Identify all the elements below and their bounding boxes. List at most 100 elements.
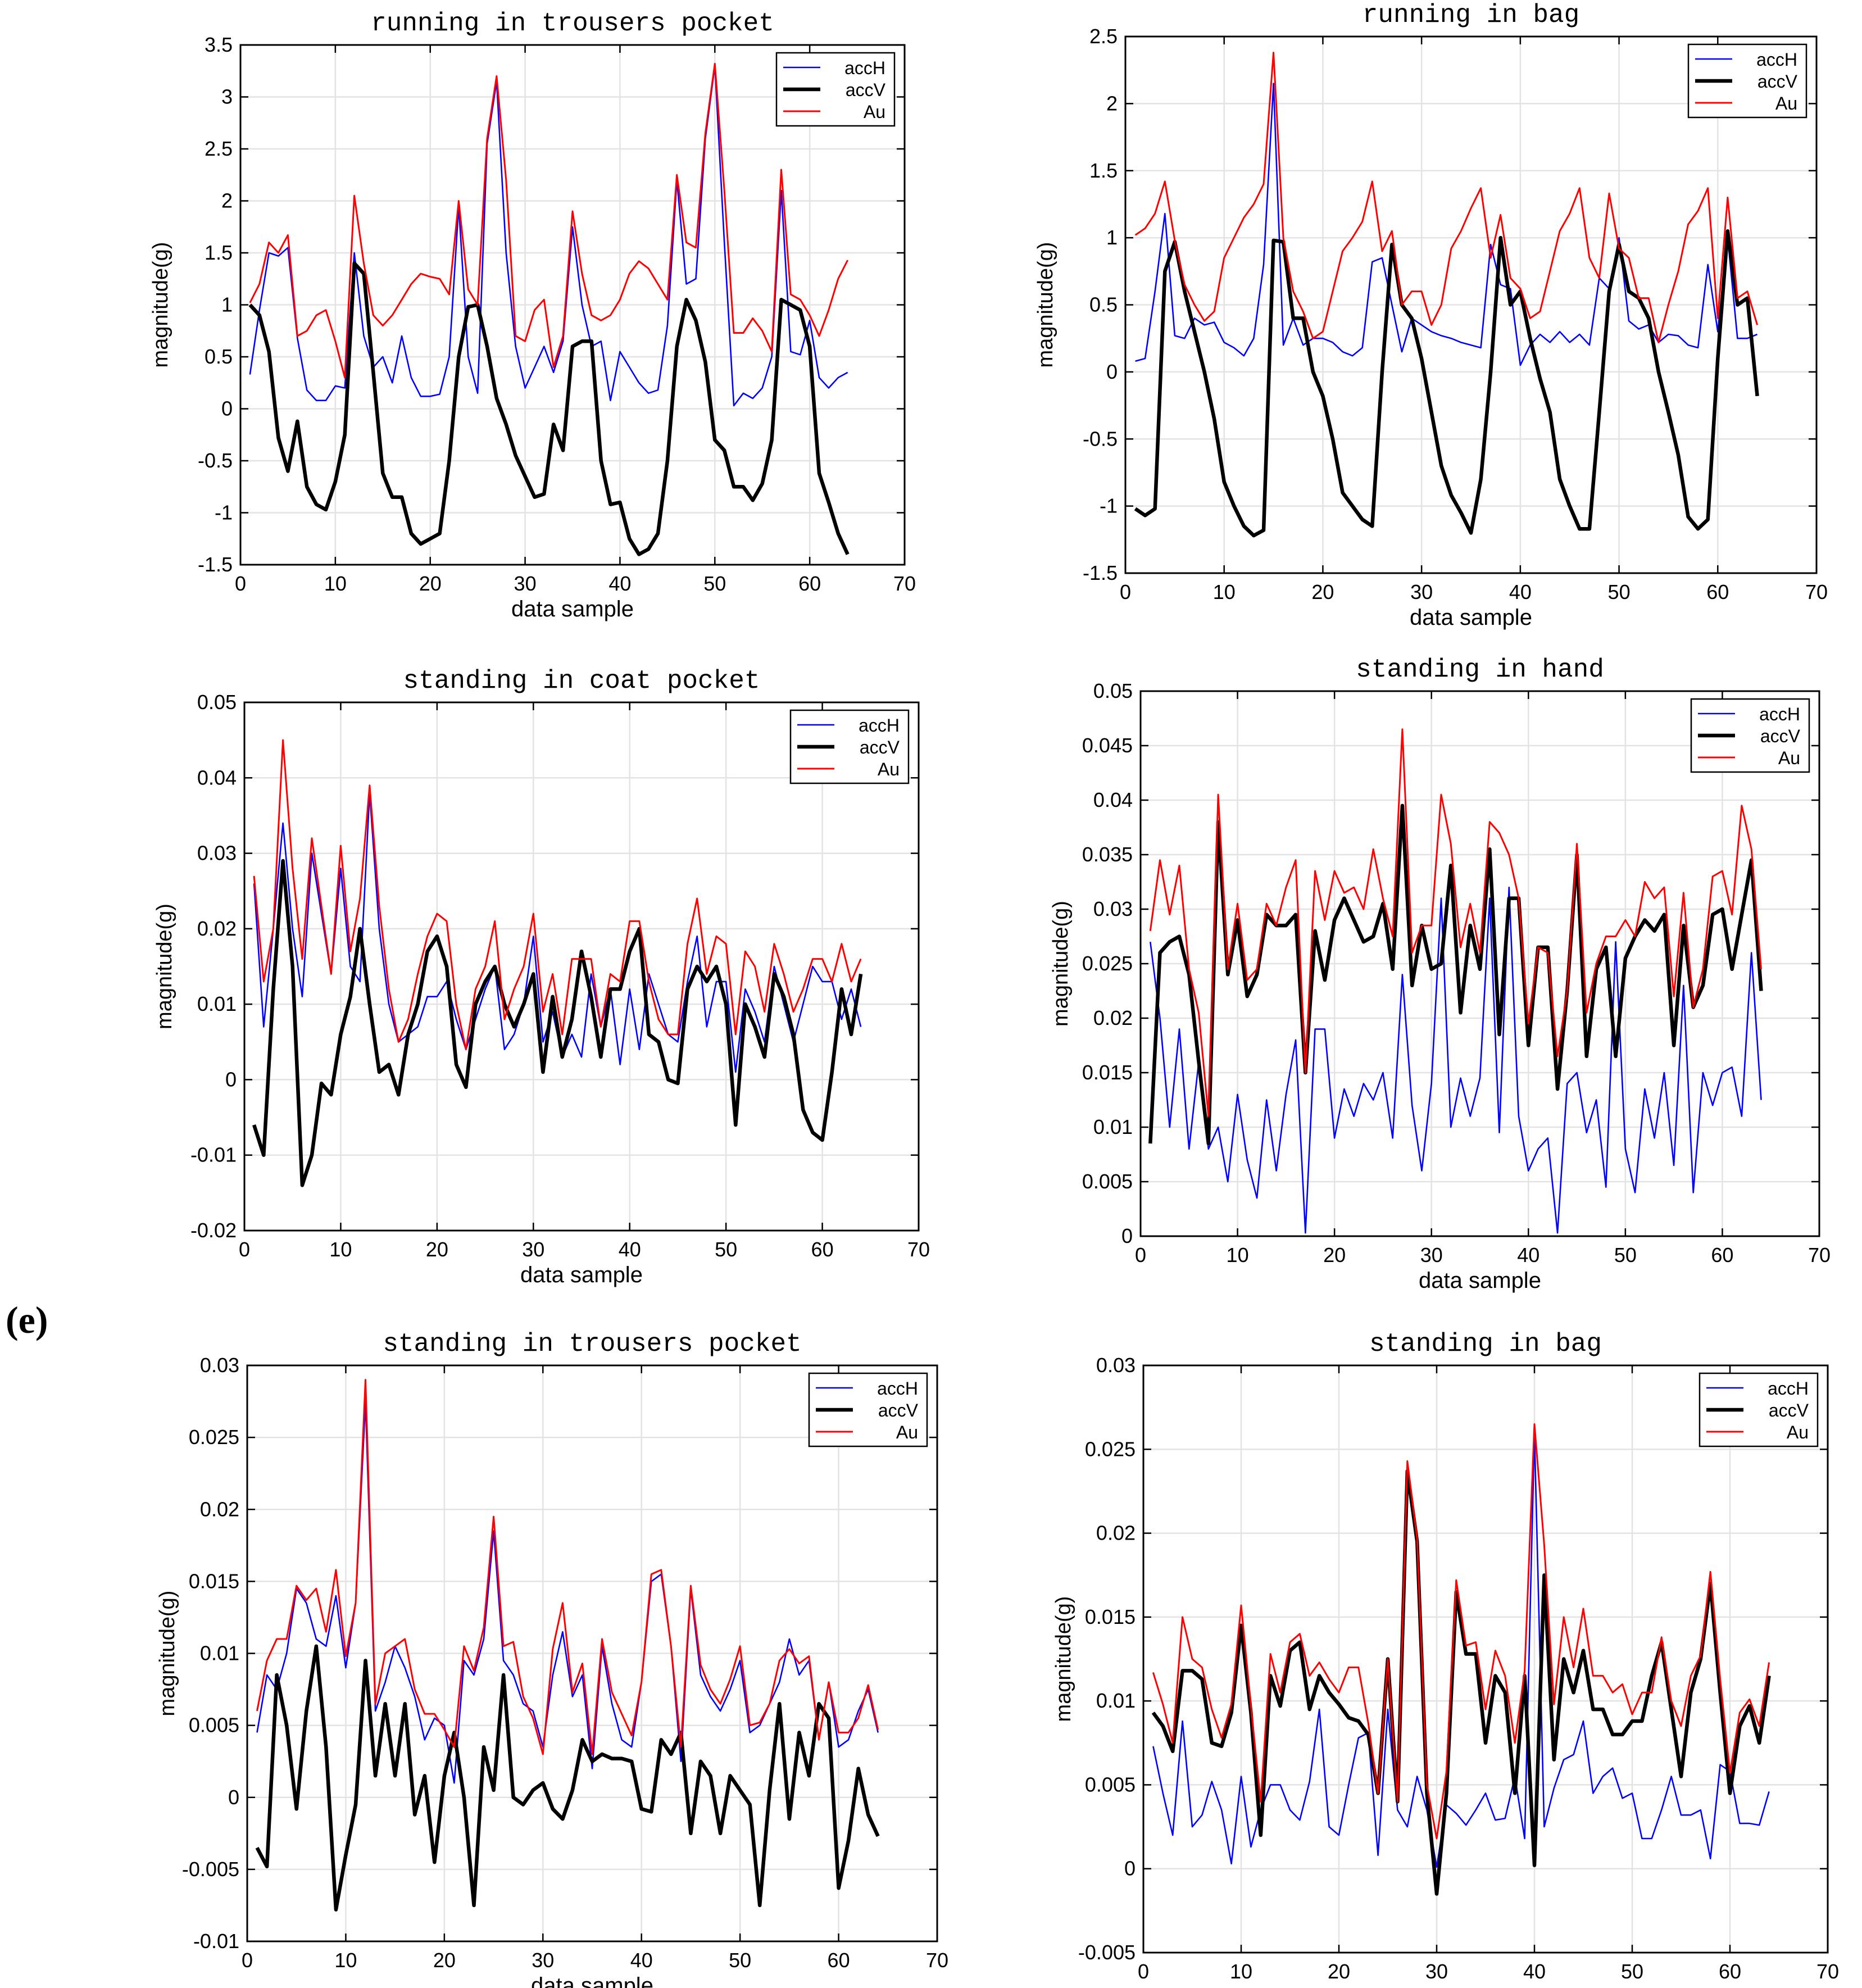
- x-tick-label: 60: [798, 572, 821, 595]
- series-line-accV: [248, 261, 850, 556]
- y-tick-label: 0.045: [1082, 734, 1133, 757]
- series-line-accV: [1151, 1469, 1771, 1896]
- x-tick-label: 0: [239, 1238, 250, 1261]
- x-axis-label: data sample: [520, 1263, 643, 1287]
- series-line-accH: [1135, 83, 1758, 366]
- legend-label-Au: Au: [1775, 93, 1797, 114]
- y-tick-label: -0.5: [198, 449, 233, 472]
- x-tick-label: 40: [619, 1238, 641, 1261]
- x-tick-label: 10: [1213, 580, 1236, 603]
- x-tick-label: 40: [1509, 580, 1532, 603]
- y-tick-label: 0: [228, 1786, 239, 1809]
- series-line-Au: [1134, 52, 1759, 343]
- y-tick-label: -1: [1100, 494, 1118, 518]
- y-tick-label: -0.005: [1078, 1941, 1136, 1964]
- y-tick-label: 0.005: [1082, 1170, 1133, 1193]
- chart-panel-1: 0 10 20 30 40 50 60 70 -1.5 -1 -0.5 0 0.5 1 1.5 2 2.5 dat…: [1034, 1, 1828, 630]
- y-tick-label: 0.01: [1093, 1115, 1133, 1138]
- panel-label: (e): [6, 1299, 48, 1341]
- x-tick-label: 40: [630, 1949, 653, 1972]
- series-line-accH: [1150, 886, 1762, 1234]
- x-tick-label: 20: [433, 1949, 456, 1972]
- legend-label-accV: accV: [1769, 1400, 1809, 1420]
- chart-panel-5: 0 10 20 30 40 50 60 70-0.00500.0050.010.0150.02…: [1052, 1329, 1839, 1988]
- y-tick-label: 0.015: [1082, 1061, 1133, 1084]
- y-tick-label: -0.01: [190, 1143, 237, 1167]
- y-tick-label: 1: [1106, 226, 1118, 249]
- x-tick-label: 60: [811, 1238, 834, 1261]
- legend-label-accH: accH: [844, 58, 885, 78]
- x-tick-label: 60: [828, 1949, 850, 1972]
- series-line-Au: [249, 62, 849, 379]
- chart-title: standing in coat pocket: [403, 666, 760, 696]
- y-tick-label: -0.02: [190, 1219, 237, 1242]
- chart-title: standing in trousers pocket: [383, 1329, 801, 1359]
- x-tick-label: 50: [1614, 1243, 1637, 1267]
- chart-title: running in bag: [1363, 1, 1579, 30]
- x-tick-label: 20: [426, 1238, 448, 1261]
- x-tick-label: 30: [522, 1238, 544, 1261]
- y-tick-label: 0.02: [200, 1497, 239, 1520]
- series-line-Au: [1152, 1423, 1770, 1840]
- x-tick-label: 0: [1138, 1960, 1149, 1983]
- plot-area: [1143, 1365, 1828, 1953]
- x-tick-label: 70: [907, 1238, 930, 1261]
- y-tick-label: 2: [1106, 92, 1118, 115]
- x-tick-label: 70: [926, 1949, 948, 1972]
- y-tick-label: 2.5: [205, 137, 233, 160]
- y-tick-label: 0.5: [205, 345, 233, 368]
- y-tick-label: -1.5: [1083, 561, 1118, 584]
- x-tick-label: 0: [1135, 1243, 1146, 1267]
- y-tick-label: 0.03: [200, 1354, 239, 1377]
- legend-label-accH: accH: [859, 715, 900, 736]
- y-tick-label: 0.05: [1093, 679, 1133, 702]
- series-line-accV: [1148, 804, 1763, 1146]
- x-tick-label: 40: [608, 572, 631, 595]
- y-tick-label: 0.02: [197, 917, 237, 940]
- y-tick-label: 0.025: [1082, 952, 1133, 975]
- y-tick-label: 0: [221, 397, 233, 420]
- y-tick-label: 1: [221, 293, 233, 316]
- x-tick-label: 60: [1711, 1243, 1733, 1267]
- y-tick-label: -1: [215, 501, 233, 524]
- y-tick-label: 0.03: [1093, 897, 1133, 920]
- y-tick-label: 3.5: [205, 33, 233, 56]
- x-tick-label: 10: [334, 1949, 357, 1972]
- y-tick-label: 0.015: [189, 1569, 239, 1592]
- x-tick-label: 30: [532, 1949, 554, 1972]
- y-axis-label: magnitude(g): [1034, 242, 1057, 368]
- legend-label-accV: accV: [846, 80, 886, 100]
- x-tick-label: 0: [1120, 580, 1131, 603]
- y-tick-label: 0: [1106, 360, 1118, 383]
- x-tick-label: 10: [324, 572, 347, 595]
- series-line-Au: [253, 739, 862, 1051]
- x-axis-label: data sample: [1424, 1985, 1547, 1988]
- y-tick-label: 0.005: [1085, 1773, 1136, 1796]
- y-tick-label: 0.04: [1093, 788, 1133, 811]
- y-axis-label: magnitude(g): [156, 1591, 179, 1717]
- y-tick-label: 2: [221, 189, 233, 212]
- axes-box: [1142, 1364, 1829, 1954]
- legend-label-Au: Au: [1787, 1422, 1809, 1442]
- legend-label-Au: Au: [864, 102, 885, 122]
- chart-panel-4: 0 10 20 30 40 50 60 70 -0.01 -0.005 0 0.005 0.01 0.01…: [156, 1329, 948, 1988]
- y-tick-label: 0.005: [189, 1714, 239, 1737]
- x-tick-label: 30: [514, 572, 537, 595]
- x-tick-label: 70: [893, 572, 916, 595]
- x-tick-label: 10: [1227, 1243, 1249, 1267]
- y-axis-label: magnitude(g): [153, 904, 176, 1029]
- chart-title: standing in bag: [1369, 1329, 1602, 1359]
- y-tick-label: -1.5: [198, 553, 233, 576]
- x-tick-label: 20: [1328, 1960, 1350, 1983]
- y-tick-label: 0.05: [197, 691, 237, 714]
- chart-panel-2: 0 10 20 30 40 50 60 70 -0.02 -0.01 0 0.01 0.02 0.03 0.…: [153, 666, 930, 1287]
- x-tick-label: 30: [1420, 1243, 1443, 1267]
- legend-label-accH: accH: [1759, 704, 1800, 724]
- y-tick-label: -0.5: [1083, 427, 1118, 450]
- plot-area: [244, 702, 919, 1231]
- series-line-accV: [255, 1644, 880, 1912]
- x-tick-label: 10: [329, 1238, 352, 1261]
- x-tick-label: 60: [1706, 580, 1729, 603]
- y-tick-label: 1.5: [205, 241, 233, 264]
